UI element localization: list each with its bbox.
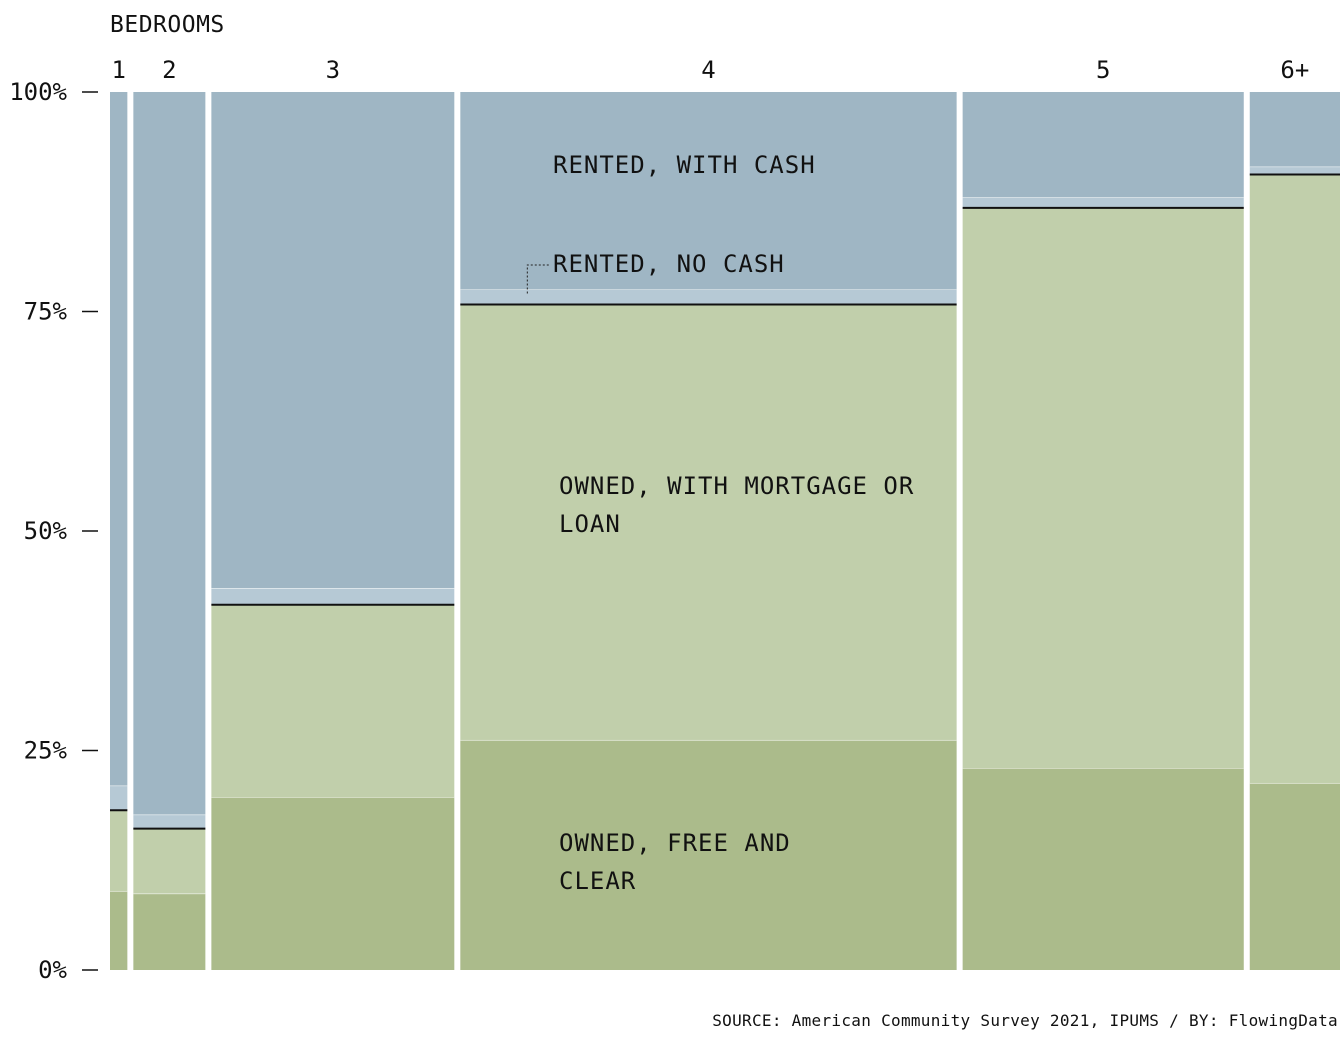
segment-rented_no_cash xyxy=(110,785,128,811)
segment-rented_cash xyxy=(460,92,957,290)
label-owned-with-mortgage: OWNED, WITH MORTGAGE OR LOAN xyxy=(559,472,915,538)
source-note: SOURCE: American Community Survey 2021, … xyxy=(712,1011,1338,1030)
segment-owned_mortgage xyxy=(460,304,957,740)
segment-owned_mortgage xyxy=(133,828,206,894)
segment-rented_no_cash xyxy=(211,588,455,605)
y-tick-label: 50% xyxy=(24,517,68,545)
rented-no-cash-leader xyxy=(526,264,550,294)
category-label: 5 xyxy=(1096,56,1110,84)
segment-rented_no_cash xyxy=(133,814,206,829)
y-axis: 100% 75% 50% 25% 0% xyxy=(9,78,98,984)
segment-owned_free xyxy=(962,768,1244,970)
segment-owned_mortgage xyxy=(110,810,128,891)
label-rented-with-cash: RENTED, WITH CASH xyxy=(553,151,816,179)
segment-owned_mortgage xyxy=(211,604,455,798)
y-tick-label: 25% xyxy=(24,737,68,765)
segment-owned_free xyxy=(110,890,128,970)
segment-owned_mortgage xyxy=(962,207,1244,769)
segment-owned_free xyxy=(133,893,206,970)
category-label: 3 xyxy=(326,56,340,84)
segment-rented_cash xyxy=(211,92,455,589)
y-tick-label: 75% xyxy=(24,298,68,326)
y-tick-label: 0% xyxy=(38,956,67,984)
segment-owned_free xyxy=(211,797,455,970)
segment-rented_cash xyxy=(1249,92,1340,167)
segment-rented_cash xyxy=(133,92,206,815)
segment-rented_no_cash xyxy=(962,197,1244,208)
category-label: 2 xyxy=(162,56,176,84)
category-label: 1 xyxy=(111,56,125,84)
segment-owned_mortgage xyxy=(1249,174,1340,783)
segment-rented_cash xyxy=(110,92,128,786)
label-rented-no-cash: RENTED, NO CASH xyxy=(553,250,785,278)
segment-owned_free xyxy=(460,739,957,970)
label-owned-free-and-clear: OWNED, FREE AND CLEAR xyxy=(559,829,791,895)
mosaic-segments xyxy=(110,92,1340,970)
segment-rented_no_cash xyxy=(460,289,957,305)
segment-rented_cash xyxy=(962,92,1244,198)
category-label: 4 xyxy=(701,56,715,84)
segment-rented_no_cash xyxy=(1249,166,1340,175)
x-category-labels: 1 2 3 4 5 6+ xyxy=(111,56,1309,84)
segment-owned_free xyxy=(1249,782,1340,970)
y-tick-label: 100% xyxy=(9,78,67,106)
leader-line xyxy=(526,264,550,294)
x-axis-title: BEDROOMS xyxy=(110,12,225,38)
category-label: 6+ xyxy=(1280,56,1309,84)
